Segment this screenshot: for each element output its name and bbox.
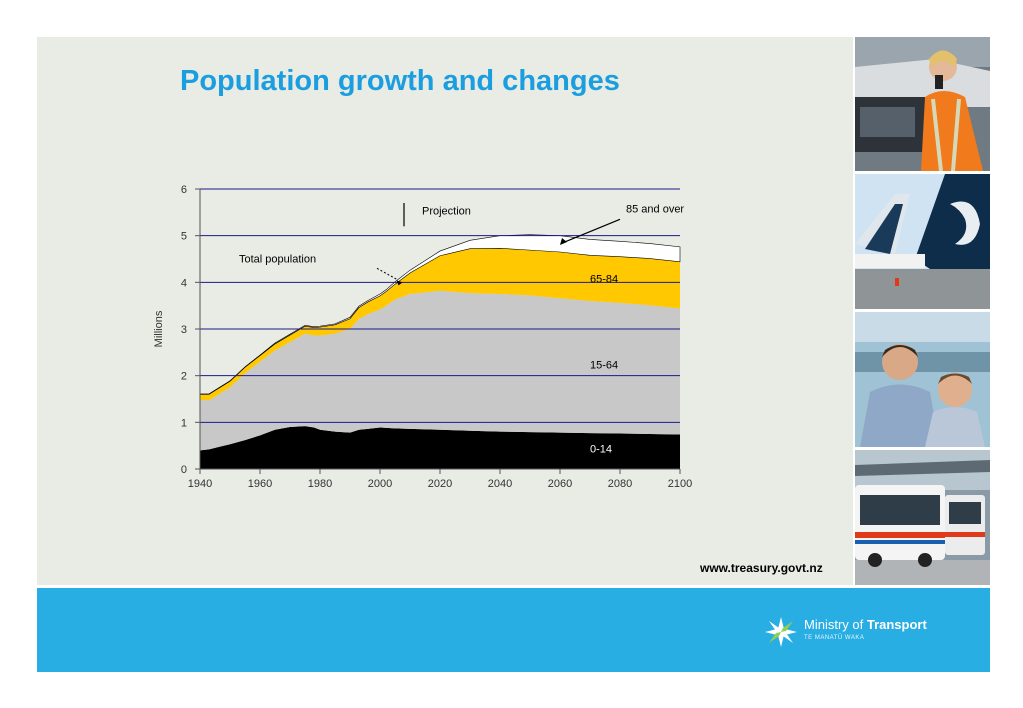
y-tick-label: 1 — [181, 417, 187, 429]
ministry-subtitle: TE MANATŪ WAKA — [804, 635, 865, 641]
slide: Population growth and changes 0 1 2 3 4 5 6 194… — [37, 37, 990, 672]
y-tick-label: 2 — [181, 371, 187, 383]
footer-band: Ministry of Transport TE MANATŪ WAKA — [37, 588, 990, 672]
area-65-84 — [200, 248, 680, 401]
x-tick-label: 2040 — [488, 478, 512, 490]
photo-strip — [855, 37, 990, 585]
series-label: 0-14 — [590, 444, 612, 456]
x-tick-label: 1960 — [248, 478, 272, 490]
y-tick-label: 3 — [181, 324, 187, 336]
age-85-pointer — [562, 218, 621, 244]
population-chart: 0 1 2 3 4 5 6 1940 1960 1980 2000 2020 2040 2060 2080 2… — [153, 184, 692, 490]
x-tick-label: 1980 — [308, 478, 332, 490]
x-tick-label: 1940 — [188, 478, 212, 490]
family-ferry-photo — [855, 312, 990, 447]
y-tick-label: 0 — [181, 464, 187, 476]
x-tick-label: 2080 — [608, 478, 632, 490]
x-tick-label: 2020 — [428, 478, 452, 490]
ministry-name: Ministry of Transport — [804, 617, 927, 632]
area-0-14 — [200, 426, 680, 469]
x-tick-label: 2000 — [368, 478, 392, 490]
content-panel: Population growth and changes 0 1 2 3 4 5 6 194… — [37, 37, 853, 585]
y-axis-label: Millions — [153, 310, 165, 347]
area-85-and-over — [199, 234, 681, 395]
ministry-logo[interactable]: Ministry of Transport TE MANATŪ WAKA — [763, 615, 963, 649]
series-label: 15-64 — [590, 360, 618, 372]
ministry-name-bold: Transport — [866, 617, 927, 632]
bus-photo — [855, 450, 990, 585]
source-url[interactable]: www.treasury.govt.nz — [700, 561, 823, 575]
y-tick-label: 6 — [181, 184, 187, 196]
y-tick-label: 4 — [181, 277, 187, 289]
aircraft-tails-photo — [855, 174, 990, 309]
worker-photo — [855, 37, 990, 171]
ministry-name-light: Ministry of — [804, 617, 867, 632]
area-15-64 — [200, 290, 680, 451]
total-population-label: Total population — [239, 254, 316, 266]
x-tick-label: 2060 — [548, 478, 572, 490]
fern-star-icon — [765, 617, 797, 647]
series-label: 85 and over — [626, 203, 684, 215]
age-85-arrowhead — [560, 238, 567, 245]
total-population-arrowhead — [396, 280, 403, 286]
total-population-pointer — [376, 267, 399, 281]
y-tick-label: 5 — [181, 231, 187, 243]
projection-label: Projection — [422, 206, 471, 218]
slide-title: Population growth and changes — [180, 65, 620, 97]
series-label: 65-84 — [590, 273, 618, 285]
x-tick-label: 2100 — [668, 478, 692, 490]
